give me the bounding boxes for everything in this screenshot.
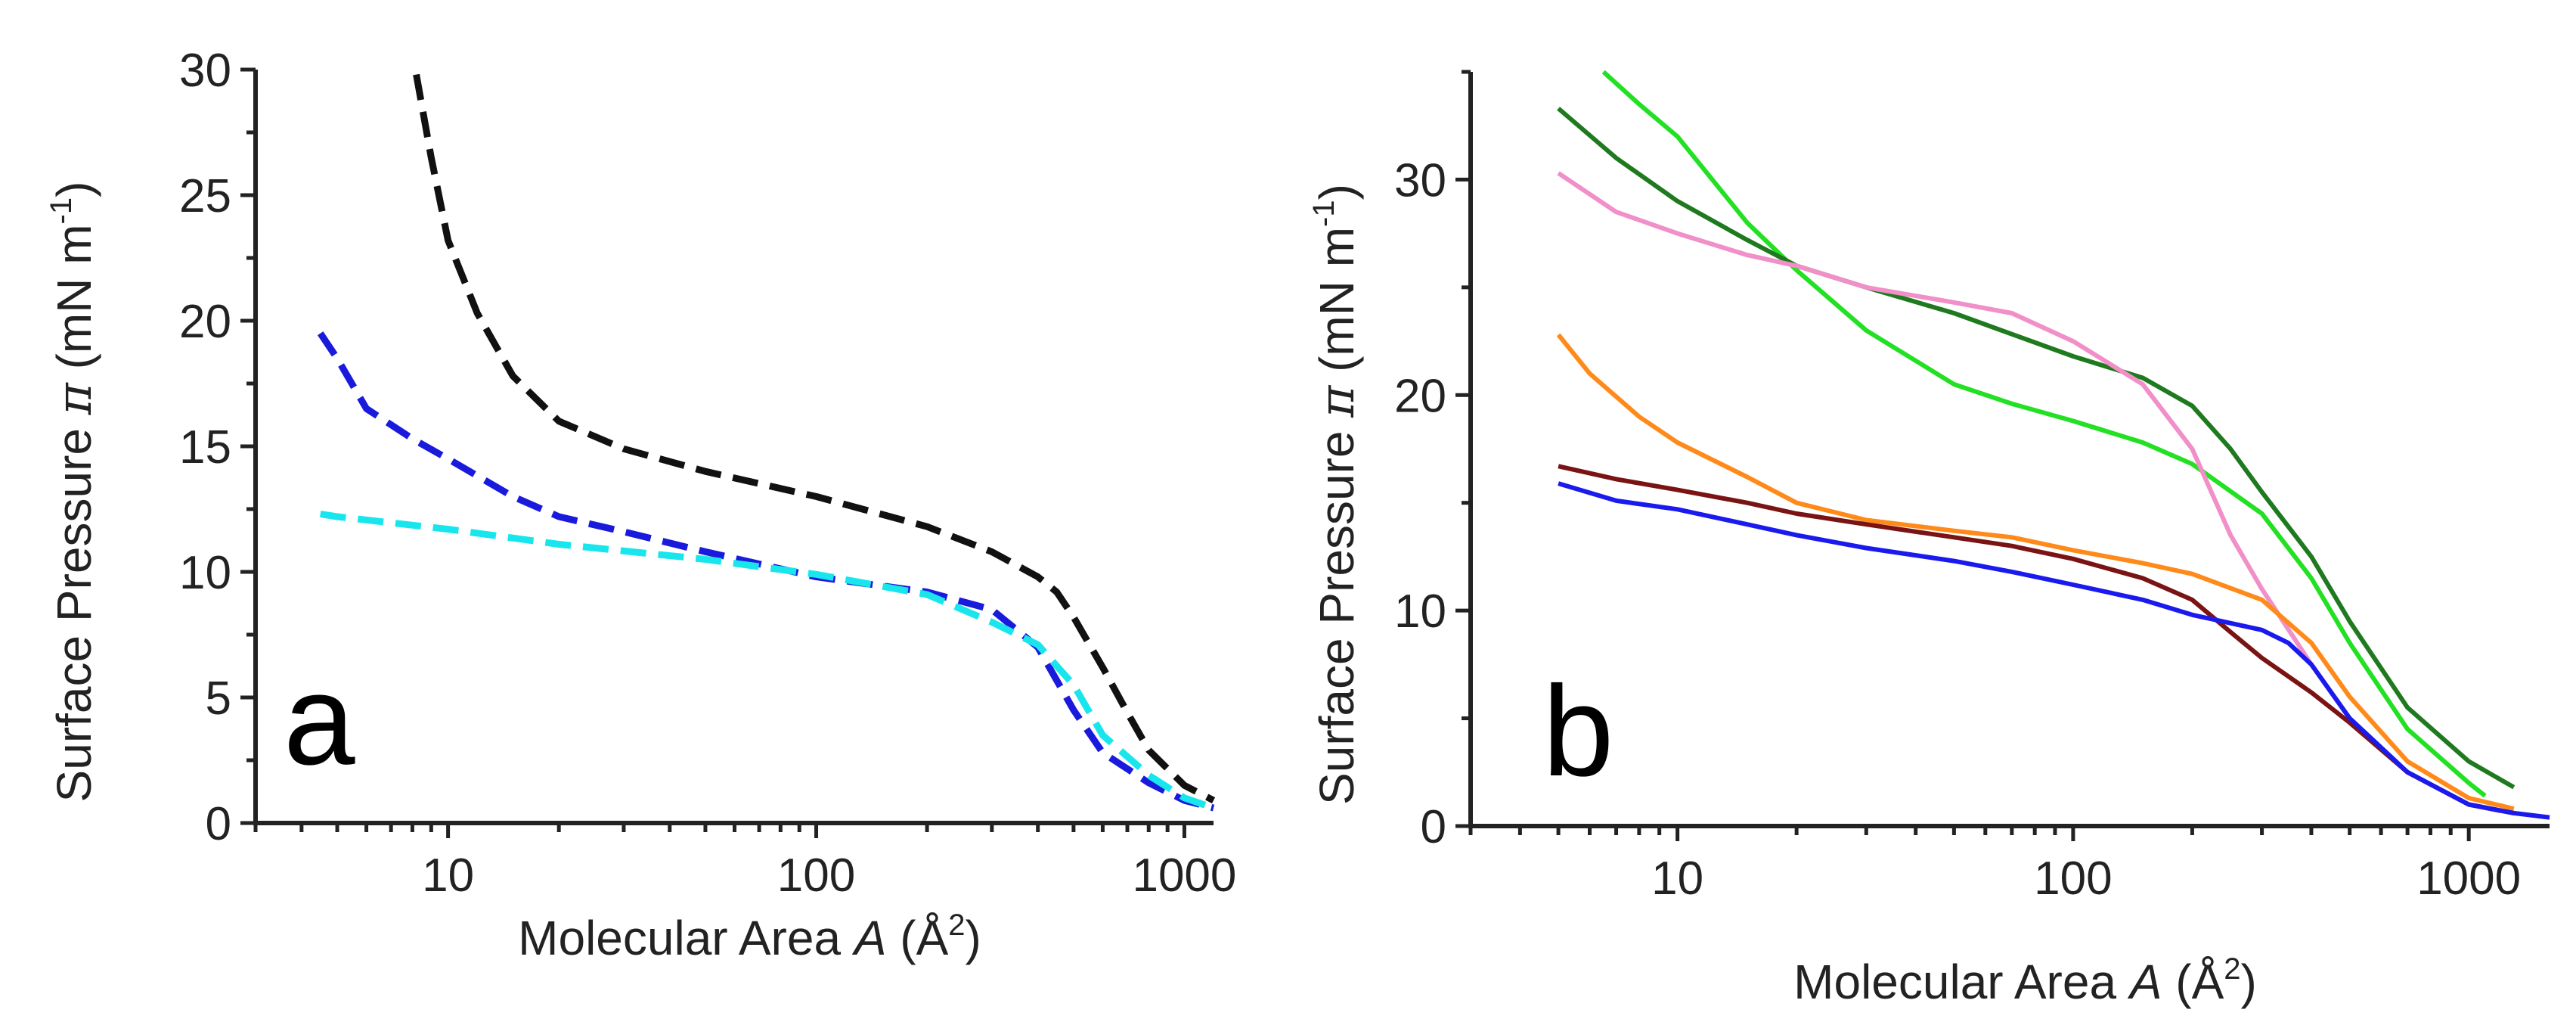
y-axis-title-text: Surface Pressure (1310, 418, 1364, 805)
x-axis-unit: (Å (900, 911, 948, 965)
y-axis-symbol: π (1310, 385, 1365, 418)
y-tick-label: 20 (1394, 370, 1446, 422)
y-axis-space (47, 369, 101, 383)
x-tick-label: 100 (2034, 853, 2112, 905)
y-axis-space (1310, 372, 1364, 386)
x-tick-label: 1000 (1132, 850, 1236, 902)
y-tick-label: 0 (206, 798, 231, 850)
x-axis-unit-exp: 2 (948, 909, 965, 942)
y-axis-title: Surface Pressure π (mN m-1) (1307, 184, 1365, 805)
y-axis-title: Surface Pressure π (mN m-1) (45, 182, 103, 803)
panel-letter: a (284, 648, 355, 792)
x-axis-symbol: A (851, 911, 887, 965)
series-line-black-dashed (413, 73, 1216, 804)
y-tick-label: 0 (1421, 801, 1446, 853)
y-axis-unit: (mN m (1310, 227, 1364, 372)
x-axis-title-text: Molecular Area (1793, 955, 2130, 1009)
x-axis-title: Molecular Area A (Å2) (518, 909, 981, 965)
x-axis-symbol: A (2127, 955, 2162, 1009)
x-axis-unit-close: ) (2241, 955, 2257, 1009)
x-axis-space (887, 911, 901, 965)
series-line-dark-green (1557, 107, 2516, 790)
y-axis-unit-exp: -1 (1307, 200, 1341, 227)
x-axis-space (2162, 955, 2176, 1009)
x-axis-unit-close: ) (966, 911, 981, 965)
series-line-orange (1556, 333, 2515, 812)
series-line-blue-dashed (317, 331, 1215, 812)
y-tick-label: 30 (179, 45, 231, 97)
series-line-blue (1558, 481, 2550, 820)
panel-a: 0 5 10 15 20 25 30 10 100 1000 a Molecular Area A (… (45, 45, 1236, 965)
x-tick-label: 10 (1651, 853, 1703, 905)
x-tick-label: 100 (777, 850, 855, 902)
y-tick-label: 15 (179, 421, 231, 474)
y-axis-unit-close: ) (1310, 184, 1364, 200)
y-tick-label: 10 (179, 547, 231, 599)
y-tick-label: 10 (1394, 585, 1446, 638)
series-line-dark-red (1558, 464, 2515, 815)
y-tick-label: 25 (179, 170, 231, 222)
y-axis-title-text: Surface Pressure (47, 415, 101, 802)
x-axis-title: Molecular Area A (Å2) (1793, 952, 2257, 1009)
x-axis-unit-exp: 2 (2224, 952, 2240, 986)
series-line-cyan-dashed (320, 511, 1215, 812)
panel-letter: b (1542, 660, 1614, 803)
y-axis-unit-exp: -1 (45, 197, 78, 225)
y-tick-label: 20 (179, 296, 231, 348)
x-tick-label: 10 (422, 850, 474, 902)
x-axis-unit: (Å (2175, 955, 2224, 1009)
series-line-green (1601, 70, 2487, 798)
x-axis-title-text: Molecular Area (518, 911, 854, 965)
y-axis-unit-close: ) (47, 182, 101, 197)
y-tick-label: 30 (1394, 154, 1446, 207)
y-axis-symbol: π (47, 382, 103, 415)
y-axis-unit: (mN m (47, 224, 101, 369)
y-tick-label: 5 (206, 672, 231, 725)
x-tick-label: 1000 (2416, 853, 2521, 905)
